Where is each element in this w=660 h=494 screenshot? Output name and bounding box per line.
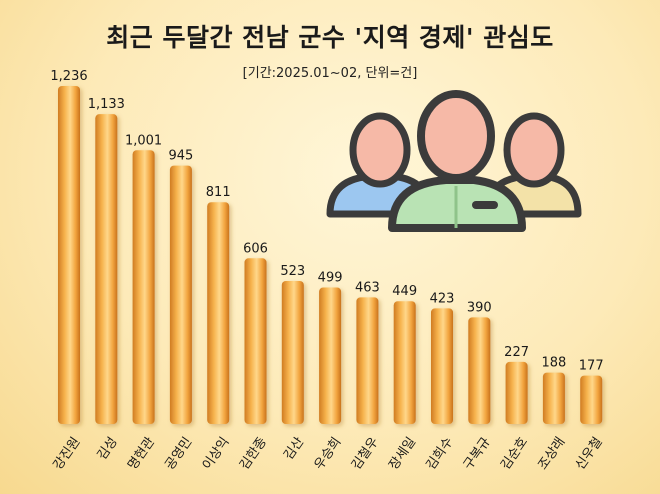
bar-2 [95, 114, 118, 425]
bar-12 [468, 317, 491, 424]
category-label-11: 김희수 [424, 435, 457, 473]
bar-15 [580, 375, 603, 424]
bar-6 [244, 258, 267, 424]
bar-8 [319, 287, 342, 424]
value-label-13: 227 [504, 345, 529, 360]
bar-7 [281, 280, 304, 424]
value-label-15: 177 [579, 359, 604, 374]
category-label-7: 김산 [281, 435, 307, 463]
value-label-5: 811 [206, 185, 231, 200]
value-label-9: 463 [355, 280, 380, 295]
bars-group [58, 86, 603, 425]
category-label-6: 김한종 [237, 435, 270, 473]
chart-title: 최근 두달간 전남 군수 '지역 경제' 관심도 [106, 23, 554, 52]
value-label-10: 449 [392, 284, 417, 299]
value-label-11: 423 [430, 291, 455, 306]
bar-5 [207, 202, 230, 424]
category-labels-group: 강진원 김성 명현관 공영민 이상익 김한종 김산 우승희 김철우 장세일 김희수 구복규 김순호 조상래… [51, 435, 606, 473]
bar-4 [169, 165, 192, 424]
chart-subtitle: [기간:2025.01~02, 단위=건] [242, 66, 418, 81]
category-label-14: 조상래 [536, 435, 569, 473]
category-label-9: 김철우 [349, 435, 382, 473]
bar-10 [393, 301, 416, 424]
category-label-15: 신우철 [573, 435, 606, 473]
category-label-2: 김성 [95, 435, 121, 463]
value-label-2: 1,133 [88, 97, 125, 112]
value-label-4: 945 [168, 149, 193, 164]
bar-13 [505, 361, 528, 424]
bar-3 [132, 150, 155, 425]
value-label-3: 1,001 [125, 133, 162, 148]
category-label-1: 강진원 [51, 435, 84, 473]
people-group-icon [326, 90, 582, 232]
category-label-5: 이상익 [200, 435, 233, 473]
value-label-14: 188 [541, 356, 566, 371]
value-label-1: 1,236 [50, 69, 87, 84]
bar-14 [542, 372, 565, 424]
category-label-8: 우승희 [312, 435, 345, 473]
value-label-6: 606 [243, 241, 268, 256]
value-label-8: 499 [318, 271, 343, 286]
category-label-10: 장세일 [386, 435, 419, 473]
category-label-12: 구복규 [461, 435, 494, 473]
category-label-3: 명현관 [125, 435, 158, 473]
bar-11 [431, 308, 453, 424]
category-label-13: 김순호 [498, 435, 531, 473]
value-label-7: 523 [280, 264, 305, 279]
bar-1 [58, 86, 80, 424]
value-label-12: 390 [467, 300, 492, 315]
person-center-icon [388, 90, 526, 232]
category-label-4: 공영민 [163, 435, 196, 473]
bar-9 [356, 297, 379, 424]
